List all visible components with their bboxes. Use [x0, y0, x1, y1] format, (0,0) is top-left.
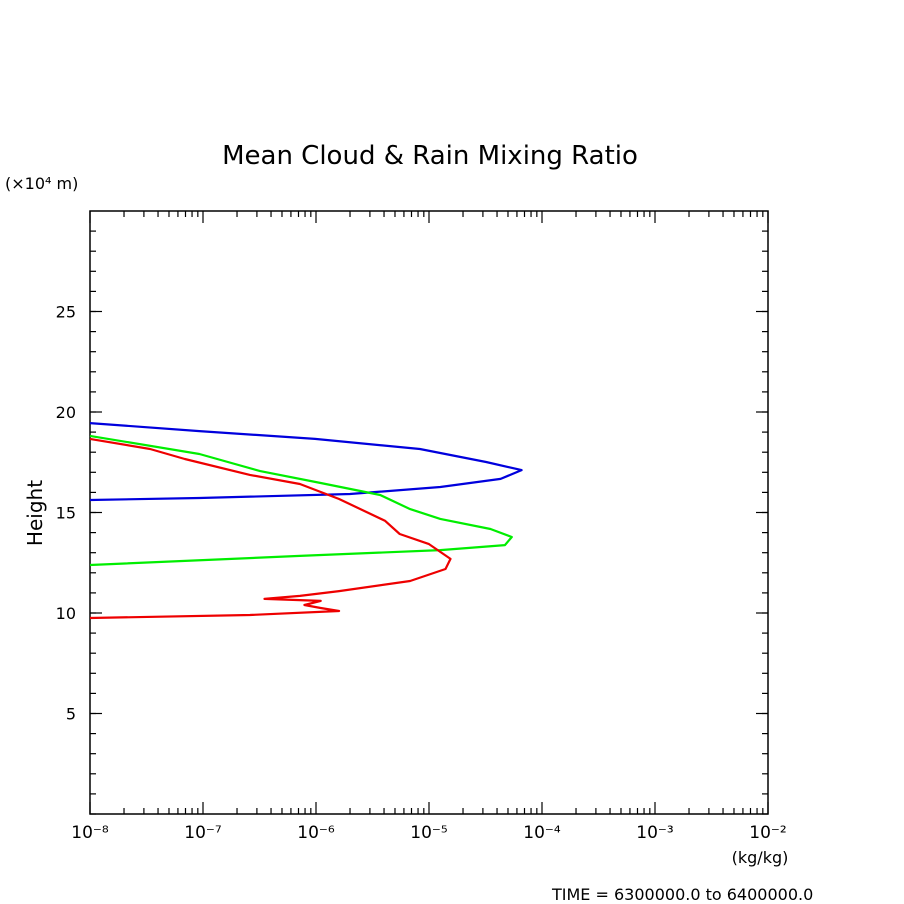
- x-tick-label: 10⁻⁶: [297, 823, 335, 843]
- chart-title: Mean Cloud & Rain Mixing Ratio: [222, 141, 638, 171]
- y-tick-label: 5: [66, 705, 76, 724]
- x-tick-label: 10⁻²: [749, 823, 786, 843]
- series-line: [89, 434, 513, 567]
- footer: TIME = 6300000.0 to 6400000.0: [551, 885, 813, 904]
- y-tick-label: 10: [56, 604, 76, 623]
- x-tick-label: 10⁻⁸: [71, 823, 109, 843]
- x-tick-label: 10⁻⁴: [523, 823, 561, 843]
- x-tick-label: 10⁻³: [636, 823, 673, 843]
- y-axis-label: Height: [23, 480, 47, 546]
- x-tick-label: 10⁻⁷: [184, 823, 222, 843]
- series-line: [89, 422, 523, 502]
- y-tick-label: 25: [56, 303, 76, 322]
- y-units: (×10⁴ m): [5, 174, 78, 193]
- plot-frame: [89, 210, 769, 815]
- y-tick-label: 20: [56, 403, 76, 422]
- series-line: [89, 437, 452, 620]
- x-tick-label: 10⁻⁵: [410, 823, 447, 843]
- x-units: (kg/kg): [732, 848, 789, 867]
- y-tick-label: 15: [56, 504, 76, 523]
